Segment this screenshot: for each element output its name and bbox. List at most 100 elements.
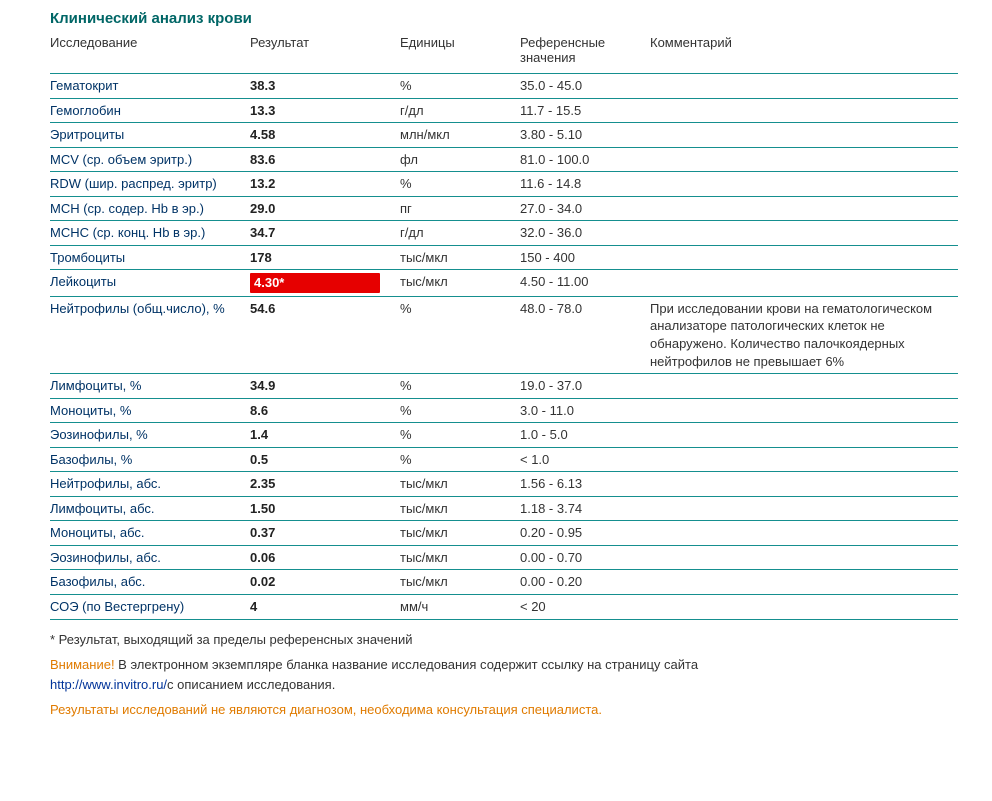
cell-comment: [650, 423, 958, 448]
table-row: Нейтрофилы, абс.2.35тыс/мкл1.56 - 6.13: [50, 472, 958, 497]
result-value: 0.06: [250, 550, 275, 565]
asterisk-note: * Результат, выходящий за пределы рефере…: [50, 630, 958, 650]
cell-ref: 0.00 - 0.70: [520, 545, 650, 570]
table-row: Моноциты, абс.0.37тыс/мкл0.20 - 0.95: [50, 521, 958, 546]
col-result: Результат: [250, 31, 400, 74]
table-row: Лимфоциты, %34.9%19.0 - 37.0: [50, 374, 958, 399]
cell-result: 13.3: [250, 98, 400, 123]
cell-unit: %: [400, 398, 520, 423]
cell-ref: 11.7 - 15.5: [520, 98, 650, 123]
table-row: Базофилы, абс.0.02 тыс/мкл0.00 - 0.20: [50, 570, 958, 595]
cell-unit: млн/мкл: [400, 123, 520, 148]
cell-result: 13.2: [250, 172, 400, 197]
table-row: Тромбоциты178тыс/мкл150 - 400: [50, 245, 958, 270]
result-value: 29.0: [250, 201, 275, 216]
cell-result: 34.7: [250, 221, 400, 246]
cell-comment: [650, 472, 958, 497]
cell-unit: %: [400, 172, 520, 197]
cell-unit: тыс/мкл: [400, 570, 520, 595]
cell-comment: [650, 374, 958, 399]
cell-result: 0.37: [250, 521, 400, 546]
lab-results-table: Исследование Результат Единицы Референсн…: [50, 31, 958, 620]
cell-test: Нейтрофилы (общ.число), %: [50, 296, 250, 373]
cell-test: Гемоглобин: [50, 98, 250, 123]
cell-ref: 11.6 - 14.8: [520, 172, 650, 197]
result-value: 38.3: [250, 78, 275, 93]
cell-ref: 0.00 - 0.20: [520, 570, 650, 595]
cell-test: Базофилы, %: [50, 447, 250, 472]
result-value: 54.6: [250, 301, 275, 316]
result-value: 34.9: [250, 378, 275, 393]
cell-comment: [650, 196, 958, 221]
attention-link[interactable]: http://www.invitro.ru/: [50, 677, 167, 692]
cell-unit: г/дл: [400, 98, 520, 123]
cell-comment: [650, 245, 958, 270]
cell-ref: 27.0 - 34.0: [520, 196, 650, 221]
cell-test: Тромбоциты: [50, 245, 250, 270]
cell-comment: [650, 447, 958, 472]
table-row: Эозинофилы, абс.0.06 тыс/мкл0.00 - 0.70: [50, 545, 958, 570]
cell-comment: [650, 172, 958, 197]
cell-result: 83.6: [250, 147, 400, 172]
cell-result: 1.4: [250, 423, 400, 448]
cell-ref: 3.0 - 11.0: [520, 398, 650, 423]
cell-test: RDW (шир. распред. эритр): [50, 172, 250, 197]
result-value: 0.5: [250, 452, 268, 467]
cell-unit: тыс/мкл: [400, 496, 520, 521]
cell-unit: фл: [400, 147, 520, 172]
table-row: RDW (шир. распред. эритр)13.2%11.6 - 14.…: [50, 172, 958, 197]
table-row: MCV (ср. объем эритр.)83.6фл81.0 - 100.0: [50, 147, 958, 172]
result-value: 13.3: [250, 103, 275, 118]
cell-test: Базофилы, абс.: [50, 570, 250, 595]
cell-result: 4.58: [250, 123, 400, 148]
cell-result: 4.30*: [250, 270, 400, 297]
cell-ref: 32.0 - 36.0: [520, 221, 650, 246]
cell-comment: [650, 570, 958, 595]
cell-unit: тыс/мкл: [400, 545, 520, 570]
col-ref: Референсные значения: [520, 31, 650, 74]
result-value: 34.7: [250, 225, 275, 240]
cell-unit: %: [400, 447, 520, 472]
table-row: MCH (ср. содер. Hb в эр.)29.0пг27.0 - 34…: [50, 196, 958, 221]
col-comment: Комментарий: [650, 31, 958, 74]
cell-result: 0.06: [250, 545, 400, 570]
cell-comment: [650, 98, 958, 123]
cell-comment: [650, 221, 958, 246]
table-row: Гематокрит38.3%35.0 - 45.0: [50, 74, 958, 99]
cell-unit: г/дл: [400, 221, 520, 246]
cell-result: 4: [250, 595, 400, 620]
col-test: Исследование: [50, 31, 250, 74]
result-value: 4: [250, 599, 257, 614]
cell-result: 1.50: [250, 496, 400, 521]
table-row: СОЭ (по Вестергрену)4мм/ч< 20: [50, 595, 958, 620]
cell-comment: [650, 398, 958, 423]
cell-result: 38.3: [250, 74, 400, 99]
cell-result: 54.6: [250, 296, 400, 373]
cell-test: MCHC (ср. конц. Hb в эр.): [50, 221, 250, 246]
cell-result: 0.02: [250, 570, 400, 595]
cell-ref: 0.20 - 0.95: [520, 521, 650, 546]
col-unit: Единицы: [400, 31, 520, 74]
table-row: Лимфоциты, абс.1.50тыс/мкл1.18 - 3.74: [50, 496, 958, 521]
cell-test: Эозинофилы, абс.: [50, 545, 250, 570]
cell-test: Гематокрит: [50, 74, 250, 99]
cell-unit: тыс/мкл: [400, 245, 520, 270]
cell-test: Эритроциты: [50, 123, 250, 148]
table-row: Эозинофилы, %1.4%1.0 - 5.0: [50, 423, 958, 448]
cell-ref: 4.50 - 11.00: [520, 270, 650, 297]
result-value: 2.35: [250, 476, 275, 491]
report-title: Клинический анализ крови: [50, 6, 958, 31]
result-value: 178: [250, 250, 272, 265]
cell-unit: тыс/мкл: [400, 472, 520, 497]
cell-comment: [650, 147, 958, 172]
attention-note: Внимание! В электронном экземпляре бланк…: [50, 655, 958, 694]
result-value: 83.6: [250, 152, 275, 167]
cell-test: Моноциты, %: [50, 398, 250, 423]
cell-result: 2.35: [250, 472, 400, 497]
result-value: 0.02: [250, 574, 275, 589]
cell-unit: %: [400, 74, 520, 99]
table-row: Эритроциты4.58млн/мкл3.80 - 5.10: [50, 123, 958, 148]
cell-test: Эозинофилы, %: [50, 423, 250, 448]
cell-comment: [650, 595, 958, 620]
table-row: Базофилы, %0.5%< 1.0: [50, 447, 958, 472]
